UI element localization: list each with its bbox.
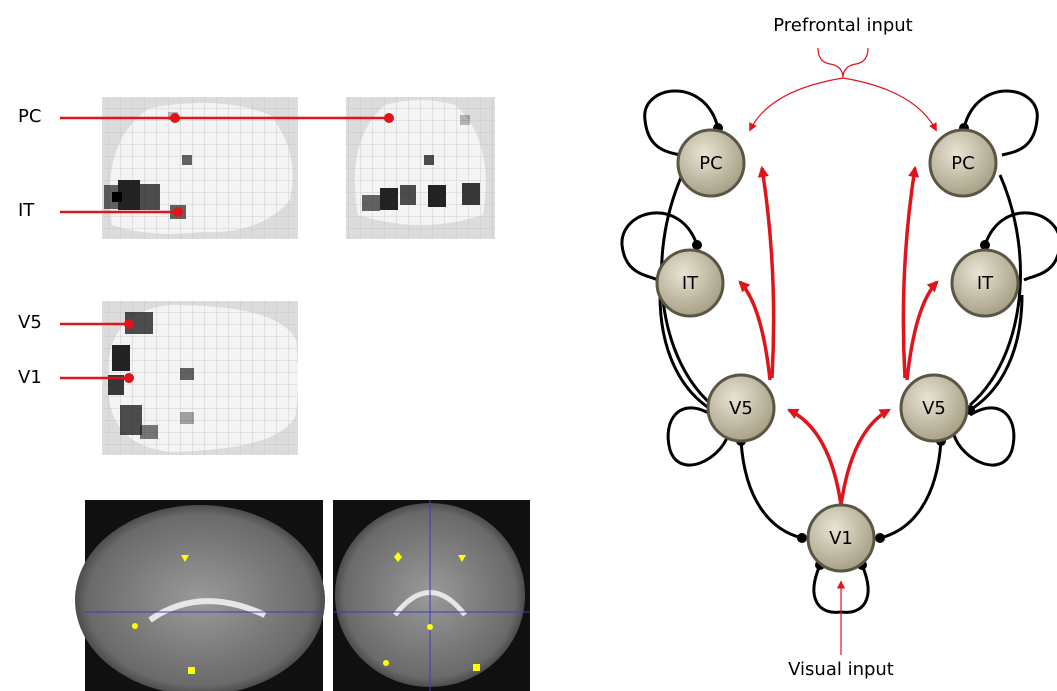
line [362,115,480,211]
shape [112,192,122,202]
dot [706,373,776,443]
region-label: V1 [18,367,42,388]
line [148,598,267,623]
line [749,77,844,132]
dot [170,113,180,123]
dot [950,248,1020,318]
dot [124,373,134,383]
region-label: PC [18,106,41,127]
dot [427,624,433,630]
nodes [655,128,1020,573]
shape [102,97,298,239]
line: PC PC IT IT V5 V5 V1 Prefrontal input Vi… [682,15,994,680]
line [108,312,194,439]
node-label: PC [951,153,974,174]
dot [676,128,746,198]
forward-connections [738,47,939,655]
dot [692,240,702,250]
line [181,555,189,562]
line [757,165,776,379]
mri-sagittal [75,500,325,691]
line [75,505,325,691]
dot [124,319,134,329]
region-label: V5 [18,312,42,333]
shape [118,180,140,210]
glass-brain-axial [102,301,298,455]
shape [180,412,194,424]
shape [140,425,158,439]
dot [928,128,998,198]
node-label: V5 [922,398,946,419]
line [839,408,891,506]
line [666,406,730,467]
line [905,280,939,381]
node-label: PC [699,153,722,174]
shape [120,405,142,435]
line [458,555,466,562]
shape [462,183,480,205]
line [658,294,713,412]
glass-brain-coronal [346,97,495,239]
dot [384,113,394,123]
shape [428,185,446,207]
node-label: V5 [729,398,753,419]
node-label: IT [682,273,699,294]
node-label: V1 [829,528,853,549]
input-label: Visual input [788,659,894,680]
shape [125,312,153,334]
shape [188,667,195,674]
dot [797,533,807,543]
input-label: Prefrontal input [773,15,913,36]
line [786,408,843,506]
line [394,552,402,562]
shape [362,195,380,211]
dot [173,207,183,217]
dot [655,248,725,318]
line [620,211,699,282]
shape [346,97,495,239]
mri-coronal [333,500,530,691]
region-label: IT [18,200,35,221]
shape [473,664,480,671]
shape [380,188,398,210]
region-pointers [60,113,394,383]
line [738,280,772,381]
shape [424,155,434,165]
line [132,555,195,674]
shape [400,185,416,205]
shape [108,375,124,395]
shape [112,345,130,371]
node-label: IT [977,273,994,294]
line [901,165,920,379]
dot [383,660,389,666]
shape [182,155,192,165]
line [104,112,192,219]
line [739,440,803,540]
line [812,564,842,614]
shape [180,368,194,380]
line [643,89,720,157]
line [817,47,869,79]
dot [132,623,138,629]
line [383,552,480,671]
shape [460,115,470,125]
shape [140,184,160,210]
dot [899,373,969,443]
dot [806,503,876,573]
glass-brain-sagittal [102,97,298,239]
line [842,77,937,132]
